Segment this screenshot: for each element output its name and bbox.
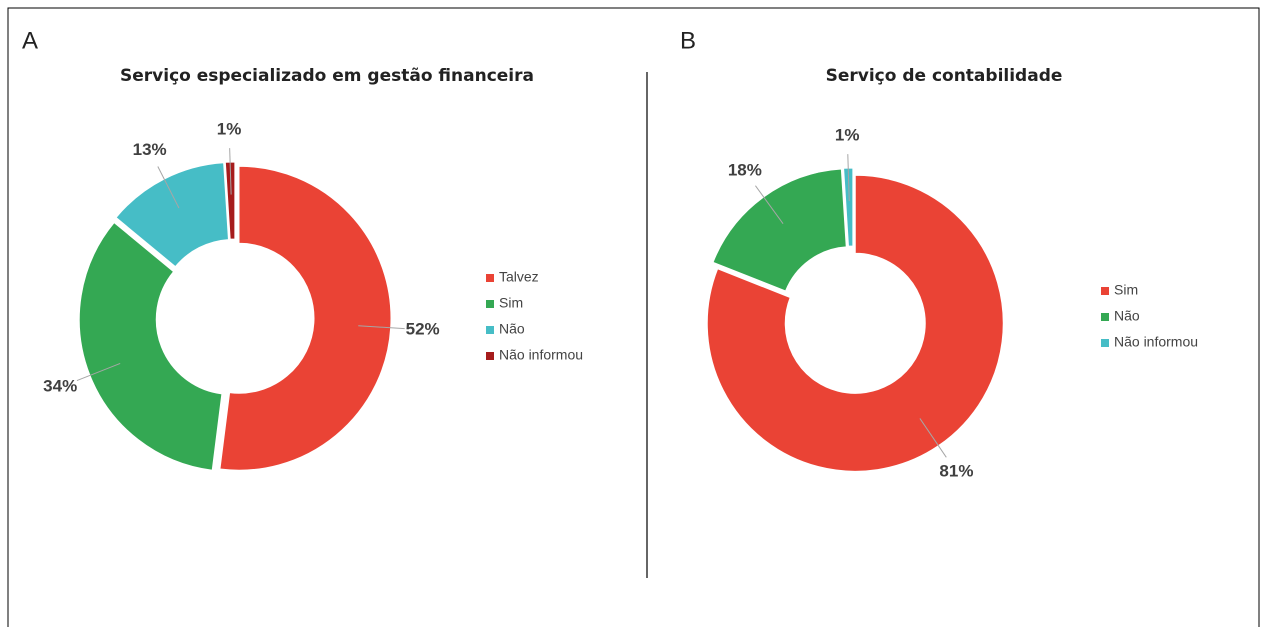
legend-label: Sim bbox=[499, 295, 523, 311]
panel-label: B bbox=[680, 27, 696, 54]
legend-label: Não bbox=[1114, 308, 1140, 324]
donut-slice bbox=[706, 174, 1004, 472]
donut-slice bbox=[115, 162, 230, 268]
chart-title: Serviço especializado em gestão financei… bbox=[120, 66, 534, 86]
legend-swatch bbox=[1101, 339, 1109, 347]
leader-line bbox=[847, 154, 850, 202]
legend-swatch bbox=[1101, 313, 1109, 321]
value-label: 13% bbox=[133, 140, 167, 159]
donut-slice bbox=[224, 161, 236, 240]
legend-swatch bbox=[486, 352, 494, 360]
legend-label: Sim bbox=[1114, 282, 1138, 298]
value-label: 52% bbox=[406, 319, 440, 338]
leader-line bbox=[919, 418, 947, 458]
donut-slice bbox=[712, 168, 847, 292]
legend-swatch bbox=[486, 300, 494, 308]
leader-line bbox=[755, 185, 784, 225]
value-label: 1% bbox=[217, 120, 242, 139]
value-label: 81% bbox=[939, 462, 973, 481]
legend-swatch bbox=[486, 274, 494, 282]
donut-slice bbox=[843, 167, 854, 247]
leader-line bbox=[76, 362, 121, 382]
value-label: 18% bbox=[728, 161, 762, 180]
leader-line bbox=[358, 325, 405, 330]
legend-label: Não informou bbox=[499, 347, 583, 363]
value-label: 34% bbox=[43, 377, 77, 396]
panel-label: A bbox=[22, 27, 38, 54]
legend-swatch bbox=[486, 326, 494, 334]
donut-slice bbox=[78, 221, 223, 471]
leader-line bbox=[229, 148, 232, 195]
value-label: 1% bbox=[835, 126, 860, 145]
legend-label: Não bbox=[499, 321, 525, 337]
legend-label: Não informou bbox=[1114, 334, 1198, 350]
frame bbox=[7, 7, 1260, 627]
legend-swatch bbox=[1101, 287, 1109, 295]
legend-label: Talvez bbox=[499, 269, 539, 285]
leader-line bbox=[157, 166, 180, 209]
chart-title: Serviço de contabilidade bbox=[826, 66, 1063, 86]
donut-slice bbox=[219, 165, 392, 471]
